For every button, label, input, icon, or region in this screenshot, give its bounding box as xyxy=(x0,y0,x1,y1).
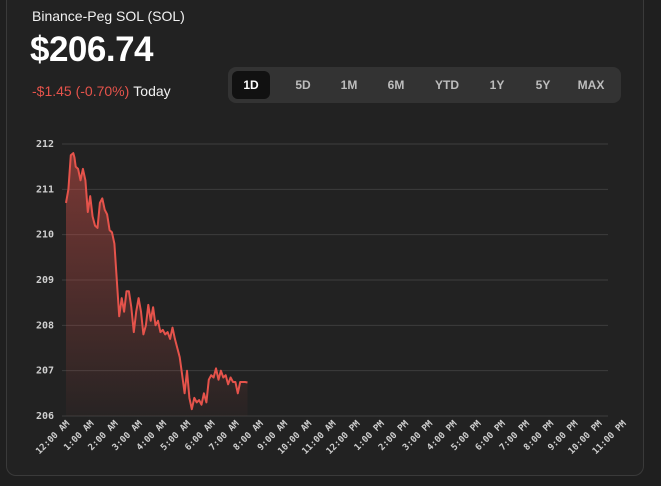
y-tick-label: 212 xyxy=(36,139,54,150)
y-tick-label: 207 xyxy=(36,366,54,377)
price-line xyxy=(65,152,248,411)
range-button-5y[interactable]: 5Y xyxy=(535,78,551,92)
price-change: -$1.45 (-0.70%) xyxy=(32,83,130,99)
change-period-label: Today xyxy=(133,83,171,99)
range-button-1m[interactable]: 1M xyxy=(340,78,358,92)
range-button-max[interactable]: MAX xyxy=(577,78,605,92)
range-button-1d[interactable]: 1D xyxy=(232,71,270,99)
range-button-5d[interactable]: 5D xyxy=(295,78,311,92)
range-button-1y[interactable]: 1Y xyxy=(489,78,505,92)
asset-name: Binance-Peg SOL (SOL) xyxy=(32,8,185,24)
y-tick-label: 211 xyxy=(36,184,54,195)
y-tick-label: 206 xyxy=(36,411,54,422)
current-price: $206.74 xyxy=(30,30,154,69)
range-button-6m[interactable]: 6M xyxy=(387,78,405,92)
y-tick-label: 209 xyxy=(36,275,54,286)
y-tick-label: 208 xyxy=(36,320,54,331)
price-area-fill xyxy=(66,153,248,416)
y-tick-label: 210 xyxy=(36,230,54,241)
price-change-row: -$1.45 (-0.70%) Today xyxy=(32,83,171,99)
range-button-ytd[interactable]: YTD xyxy=(435,78,459,92)
time-range-selector: 1D 5D 1M 6M YTD 1Y 5Y MAX xyxy=(228,67,621,103)
